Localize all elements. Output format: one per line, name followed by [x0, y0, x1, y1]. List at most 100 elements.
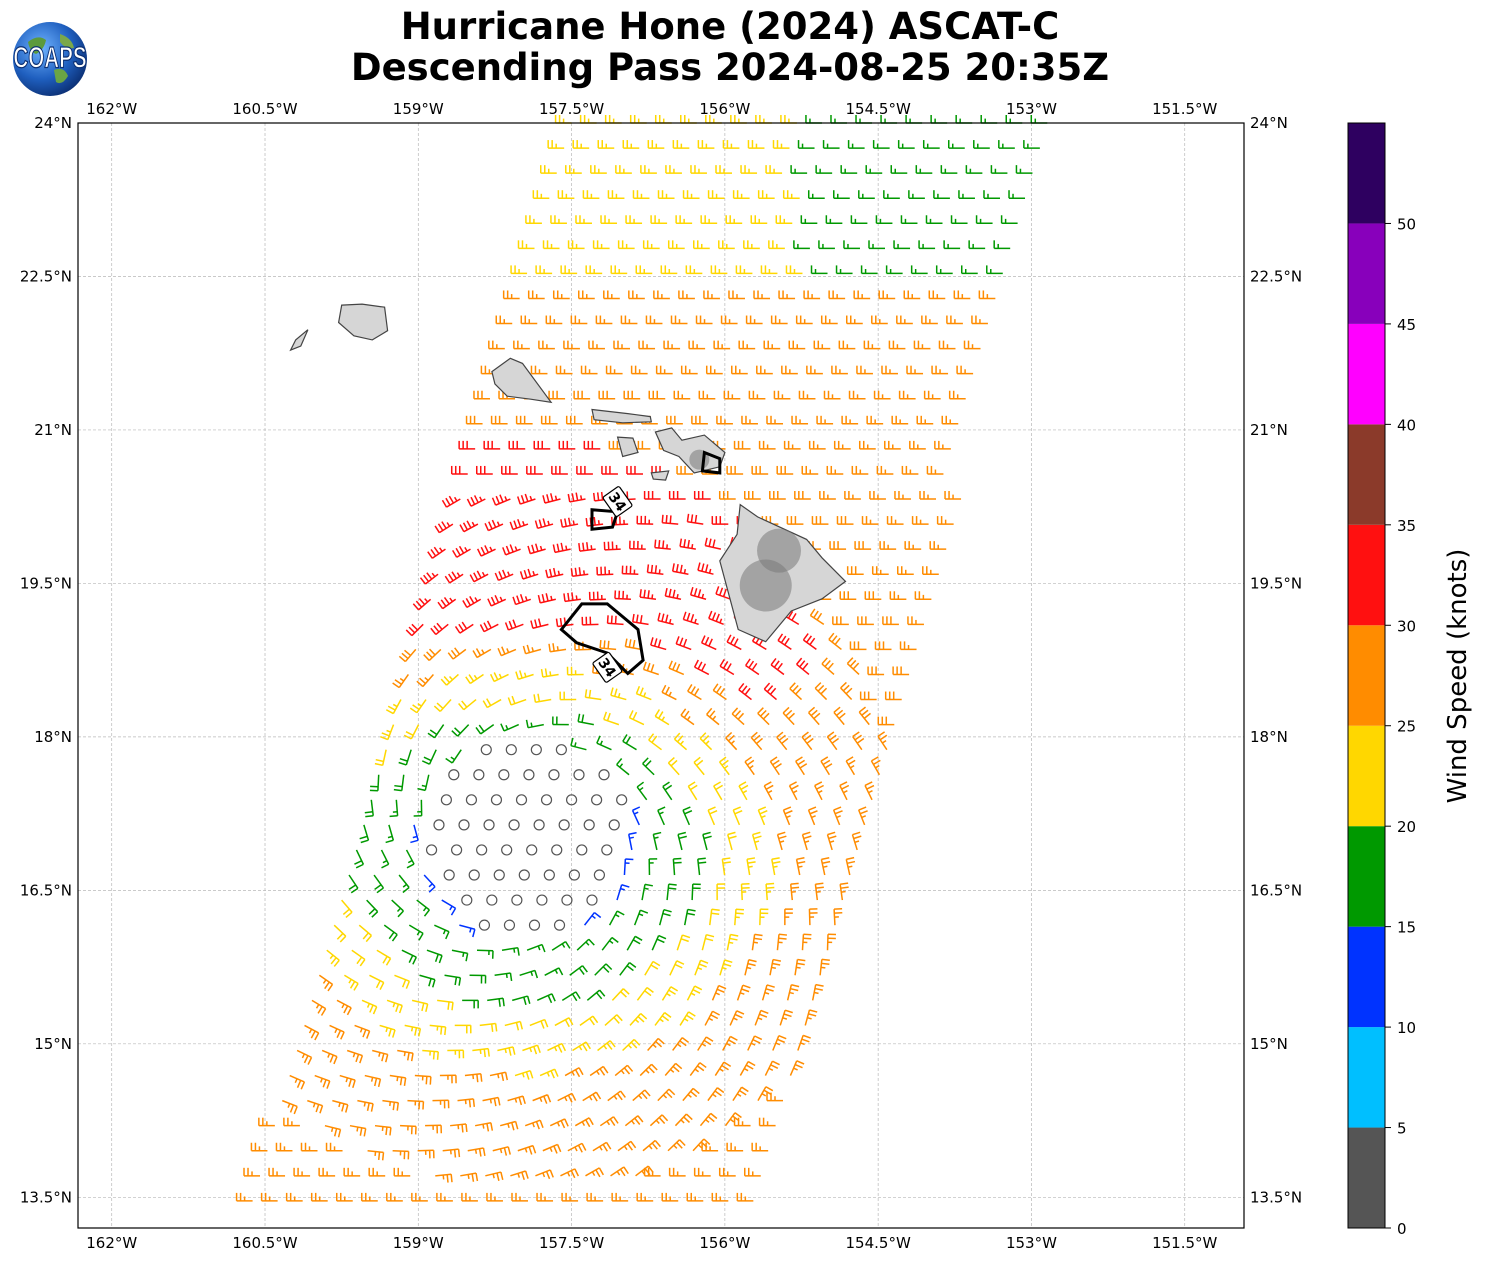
barb-feather: [530, 620, 534, 629]
barb-feather: [527, 568, 532, 577]
wind-barb: [250, 1142, 268, 1152]
barb-shaft: [370, 799, 374, 816]
barb-feather: [592, 664, 595, 673]
barb-feather: [752, 1038, 761, 1044]
wind-barb: [788, 340, 806, 350]
barb-shaft: [366, 899, 379, 913]
barb-feather: [395, 1003, 400, 1013]
barb-feather: [766, 685, 774, 693]
wind-barb: [616, 757, 630, 776]
barb-feather: [664, 587, 668, 597]
barb-feather: [476, 1074, 479, 1083]
wind-barb: [472, 648, 492, 659]
wind-barb: [791, 415, 809, 425]
barb-feather: [811, 815, 816, 819]
barb-shaft: [667, 762, 680, 776]
wind-barb: [526, 844, 538, 856]
barb-feather: [412, 956, 417, 965]
wind-barb: [718, 1167, 736, 1177]
wind-barb: [971, 315, 988, 325]
barb-feather: [761, 815, 766, 819]
barb-feather: [797, 958, 806, 962]
barb-feather: [545, 569, 549, 578]
barb-feather: [698, 963, 707, 968]
barb-shaft: [383, 924, 398, 936]
wind-barb: [445, 749, 462, 764]
barb-feather: [686, 715, 691, 721]
wind-barb: [669, 960, 685, 976]
barb-feather: [570, 737, 574, 746]
wind-barb: [803, 290, 821, 300]
barb-feather: [360, 839, 369, 844]
wind-barb: [633, 909, 649, 926]
barb-feather: [802, 633, 809, 641]
wind-barb: [510, 1170, 529, 1181]
wind-barb: [526, 465, 543, 475]
barb-feather: [514, 1098, 518, 1103]
wind-barb: [425, 1124, 443, 1134]
wind-barb: [883, 190, 900, 199]
barb-feather: [577, 1144, 583, 1153]
wind-barb: [636, 781, 648, 801]
wind-barb: [828, 632, 842, 650]
barb-feather: [385, 709, 394, 715]
barb-feather: [754, 933, 763, 937]
barb-feather: [482, 700, 488, 708]
barb-feather: [740, 784, 749, 790]
barb-feather: [588, 1096, 593, 1101]
barb-feather: [365, 935, 373, 943]
wind-barb: [693, 491, 711, 500]
barb-feather: [339, 935, 347, 943]
barb-feather: [726, 663, 732, 671]
wind-barb: [626, 935, 643, 951]
barb-feather: [412, 603, 420, 611]
wind-barb: [948, 390, 966, 400]
wind-barb: [368, 1167, 386, 1177]
barb-feather: [471, 521, 476, 527]
wind-barb: [953, 290, 971, 300]
barb-shaft: [449, 573, 464, 584]
wind-barb: [689, 586, 707, 600]
barb-feather: [497, 647, 502, 656]
wind-barb: [414, 1074, 432, 1085]
wind-barb: [869, 491, 886, 500]
barb-feather: [575, 492, 579, 501]
wind-barb: [595, 315, 613, 325]
barb-feather: [610, 615, 613, 624]
wind-barb: [389, 799, 399, 818]
barb-feather: [741, 685, 748, 693]
barb-feather: [821, 958, 830, 962]
barb-feather: [546, 1072, 550, 1077]
wind-barb: [576, 844, 588, 856]
wind-barb: [879, 541, 897, 550]
barb-feather: [500, 1072, 505, 1082]
barb-feather: [423, 756, 432, 762]
wind-barb: [394, 974, 411, 989]
barb-feather: [739, 992, 745, 995]
barb-feather: [791, 612, 797, 621]
wind-barb: [731, 707, 745, 726]
wind-barb: [447, 1049, 465, 1059]
barb-feather: [387, 835, 393, 839]
barb-feather: [450, 756, 455, 761]
wind-barb: [480, 744, 492, 756]
wind-barb: [630, 365, 648, 375]
barb-feather: [731, 707, 739, 715]
barb-feather: [662, 1094, 668, 1099]
barb-shaft: [776, 934, 780, 951]
wind-barb: [721, 857, 731, 876]
barb-feather: [821, 657, 828, 665]
wind-barb: [542, 1143, 562, 1154]
barb-feather: [605, 1141, 612, 1150]
wind-barb: [491, 494, 511, 506]
barb-feather: [300, 1081, 306, 1090]
barb-feather: [723, 765, 729, 769]
barb-feather: [747, 861, 756, 864]
wind-barb: [928, 290, 946, 300]
barb-feather: [808, 706, 816, 714]
lon-tick-label-top: 160.5°W: [232, 100, 297, 118]
barb-feather: [686, 612, 691, 621]
barb-shaft: [369, 974, 385, 984]
wind-barb: [448, 769, 460, 781]
barb-feather: [680, 938, 689, 943]
